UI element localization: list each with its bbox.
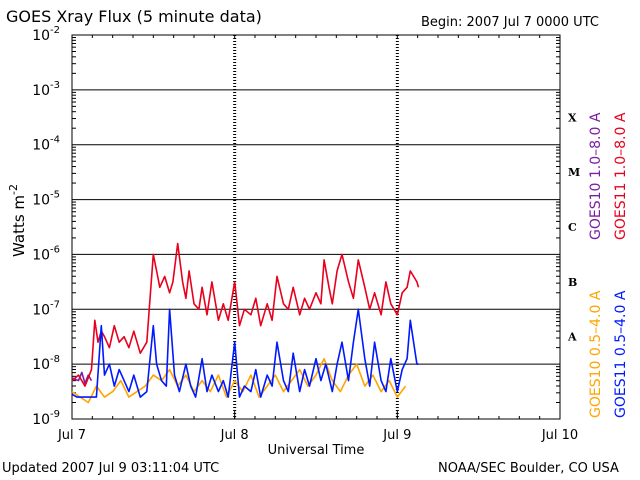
credit-line: NOAA/SEC Boulder, CO USA <box>438 461 619 476</box>
updated-timestamp: Updated 2007 Jul 9 03:11:04 UTC <box>2 461 220 476</box>
y-tick-label: 10-2 <box>32 25 60 44</box>
flare-class-label: A <box>567 331 577 344</box>
legend-entry: GOES10 1.0–8.0 A <box>588 112 604 240</box>
legend-entry: GOES11 1.0–8.0 A <box>613 112 629 240</box>
x-axis-label: Universal Time <box>268 443 365 458</box>
x-tick-label: Jul 9 <box>382 428 411 443</box>
legend-entry: GOES10 0.5–4.0 A <box>588 290 604 418</box>
x-tick-label: Jul 8 <box>220 428 249 443</box>
x-tick-label: Jul 10 <box>541 428 578 443</box>
flare-class-label: M <box>568 166 580 179</box>
y-tick-label: 10-6 <box>32 244 60 263</box>
y-tick-label: 10-8 <box>32 354 60 373</box>
y-tick-label: 10-7 <box>32 299 60 318</box>
flare-class-label: B <box>568 276 577 289</box>
x-tick-label: Jul 7 <box>57 428 86 443</box>
legend-entry: GOES11 0.5–4.0 A <box>613 290 629 418</box>
flare-class-label: C <box>568 221 577 234</box>
begin-time: Begin: 2007 Jul 7 0000 UTC <box>421 15 599 30</box>
y-tick-label: 10-9 <box>32 409 60 428</box>
y-tick-label: 10-5 <box>32 190 60 209</box>
series-line <box>71 242 420 387</box>
y-tick-label: 10-4 <box>32 135 60 154</box>
y-axis-label: Watts m-2 <box>7 184 28 257</box>
series-line <box>71 308 419 398</box>
y-tick-label: 10-3 <box>32 80 60 99</box>
chart-title: GOES Xray Flux (5 minute data) <box>6 7 262 26</box>
flare-class-label: X <box>568 111 577 124</box>
